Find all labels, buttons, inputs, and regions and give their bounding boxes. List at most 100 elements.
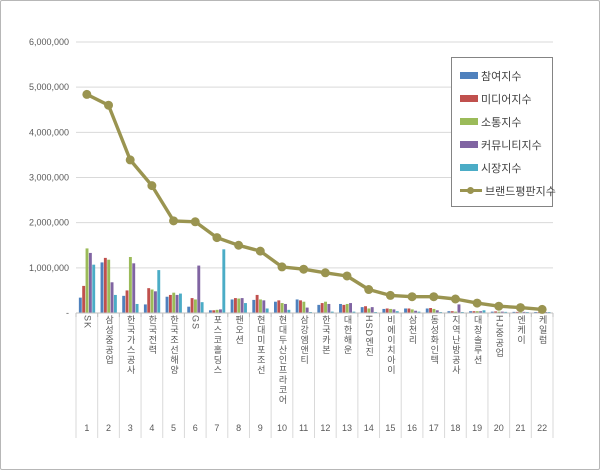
bar-참여지수 bbox=[165, 296, 169, 313]
line-marker-브랜드평판지수 bbox=[299, 264, 309, 274]
bar-소통지수 bbox=[475, 311, 479, 313]
bar-커뮤니티지수 bbox=[479, 311, 483, 313]
category-rank: 18 bbox=[450, 423, 461, 433]
legend-item: 커뮤니티지수 bbox=[460, 133, 546, 156]
legend-bar-swatch-icon bbox=[460, 164, 478, 171]
bar-미디어지수 bbox=[82, 285, 86, 313]
bar-시장지수 bbox=[330, 311, 334, 313]
bar-시장지수 bbox=[352, 311, 356, 313]
bar-소통지수 bbox=[454, 311, 458, 313]
line-marker-브랜드평판지수 bbox=[212, 233, 222, 243]
line-marker-브랜드평판지수 bbox=[147, 181, 157, 191]
bar-소통지수 bbox=[410, 309, 414, 313]
line-marker-브랜드평판지수 bbox=[190, 217, 200, 227]
line-marker-브랜드평판지수 bbox=[450, 294, 460, 304]
bar-참여지수 bbox=[425, 308, 429, 313]
bar-소통지수 bbox=[237, 298, 241, 313]
bar-미디어지수 bbox=[212, 310, 216, 313]
legend-item: 시장지수 bbox=[460, 156, 546, 179]
bar-커뮤니티지수 bbox=[132, 263, 136, 313]
line-marker-브랜드평판지수 bbox=[277, 262, 287, 272]
line-marker-브랜드평판지수 bbox=[82, 89, 92, 99]
bar-소통지수 bbox=[215, 309, 219, 313]
bar-커뮤니티지수 bbox=[240, 298, 244, 313]
bar-참여지수 bbox=[274, 301, 277, 313]
y-axis-tick-label: 5,000,000 bbox=[29, 82, 69, 92]
bar-미디어지수 bbox=[472, 311, 476, 313]
category-rank: 4 bbox=[149, 423, 155, 433]
line-marker-브랜드평판지수 bbox=[429, 292, 439, 302]
bar-미디어지수 bbox=[103, 257, 107, 313]
bar-소통지수 bbox=[497, 311, 501, 313]
line-브랜드평판지수 bbox=[85, 92, 544, 312]
bar-커뮤니티지수 bbox=[414, 310, 418, 313]
y-axis-tick-label: 3,000,000 bbox=[29, 173, 69, 183]
bar-커뮤니티지수 bbox=[305, 307, 309, 313]
category-rank: 11 bbox=[298, 423, 309, 433]
line-marker-브랜드평판지수 bbox=[407, 292, 417, 302]
bar-커뮤니티지수 bbox=[349, 303, 352, 313]
bar-소통지수 bbox=[432, 308, 436, 313]
bar-미디어지수 bbox=[299, 300, 302, 313]
bar-소통지수 bbox=[193, 299, 197, 313]
bar-참여지수 bbox=[339, 303, 342, 313]
bar-미디어지수 bbox=[342, 304, 346, 313]
legend-label: 소통지수 bbox=[481, 116, 522, 129]
bar-커뮤니티지수 bbox=[392, 309, 396, 313]
line-marker-브랜드평판지수 bbox=[515, 303, 525, 313]
bar-시장지수 bbox=[287, 309, 291, 313]
category-rank: 8 bbox=[236, 423, 242, 433]
bar-미디어지수 bbox=[385, 308, 389, 313]
y-axis-tick-label: - bbox=[66, 308, 69, 318]
bar-미디어지수 bbox=[233, 298, 237, 313]
bar-커뮤니티지수 bbox=[88, 252, 92, 313]
bar-시장지수 bbox=[482, 310, 486, 313]
y-axis-tick-label: 6,000,000 bbox=[29, 37, 69, 47]
bar-참여지수 bbox=[122, 295, 126, 313]
bar-참여지수 bbox=[382, 308, 386, 313]
bar-참여지수 bbox=[143, 304, 147, 313]
bar-시장지수 bbox=[244, 303, 247, 313]
category-rank: 5 bbox=[171, 423, 177, 433]
bar-참여지수 bbox=[100, 262, 104, 313]
bar-미디어지수 bbox=[494, 311, 498, 313]
category-rank: 7 bbox=[214, 423, 220, 433]
bar-소통지수 bbox=[280, 303, 284, 313]
bar-소통지수 bbox=[150, 289, 154, 313]
bar-시장지수 bbox=[178, 293, 182, 313]
legend-bar-swatch-icon bbox=[460, 72, 478, 79]
bar-소통지수 bbox=[324, 301, 327, 313]
y-axis-tick-label: 4,000,000 bbox=[29, 127, 69, 137]
bar-시장지수 bbox=[135, 303, 139, 313]
bar-미디어지수 bbox=[190, 298, 194, 313]
bar-미디어지수 bbox=[407, 308, 411, 313]
bar-참여지수 bbox=[208, 310, 212, 313]
bar-참여지수 bbox=[360, 307, 364, 313]
legend-label: 브랜드평판지수 bbox=[485, 185, 556, 198]
legend-label: 참여지수 bbox=[481, 70, 522, 83]
bar-미디어지수 bbox=[168, 294, 172, 313]
bar-소통지수 bbox=[302, 301, 306, 313]
chart-legend: 참여지수 미디어지수 소통지수 커뮤니티지수 시장지수 브랜드평판지수 bbox=[451, 57, 556, 207]
bar-커뮤니티지수 bbox=[327, 303, 331, 313]
bar-시장지수 bbox=[504, 311, 508, 313]
bar-커뮤니티지수 bbox=[370, 307, 374, 313]
legend-bar-swatch-icon bbox=[460, 95, 478, 102]
line-marker-브랜드평판지수 bbox=[125, 155, 135, 165]
bar-커뮤니티지수 bbox=[110, 282, 114, 313]
bar-소통지수 bbox=[107, 259, 111, 313]
bar-미디어지수 bbox=[125, 290, 129, 313]
category-rank: 13 bbox=[342, 423, 353, 433]
legend-label: 시장지수 bbox=[481, 162, 522, 175]
bar-시장지수 bbox=[113, 294, 117, 313]
category-rank: 2 bbox=[106, 423, 112, 433]
bar-미디어지수 bbox=[320, 303, 324, 313]
category-rank: 10 bbox=[276, 423, 287, 433]
bar-참여지수 bbox=[252, 299, 256, 313]
line-marker-브랜드평판지수 bbox=[104, 100, 114, 110]
line-marker-브랜드평판지수 bbox=[537, 304, 547, 314]
y-axis-tick-label: 1,000,000 bbox=[29, 263, 69, 273]
category-rank: 17 bbox=[428, 423, 439, 433]
